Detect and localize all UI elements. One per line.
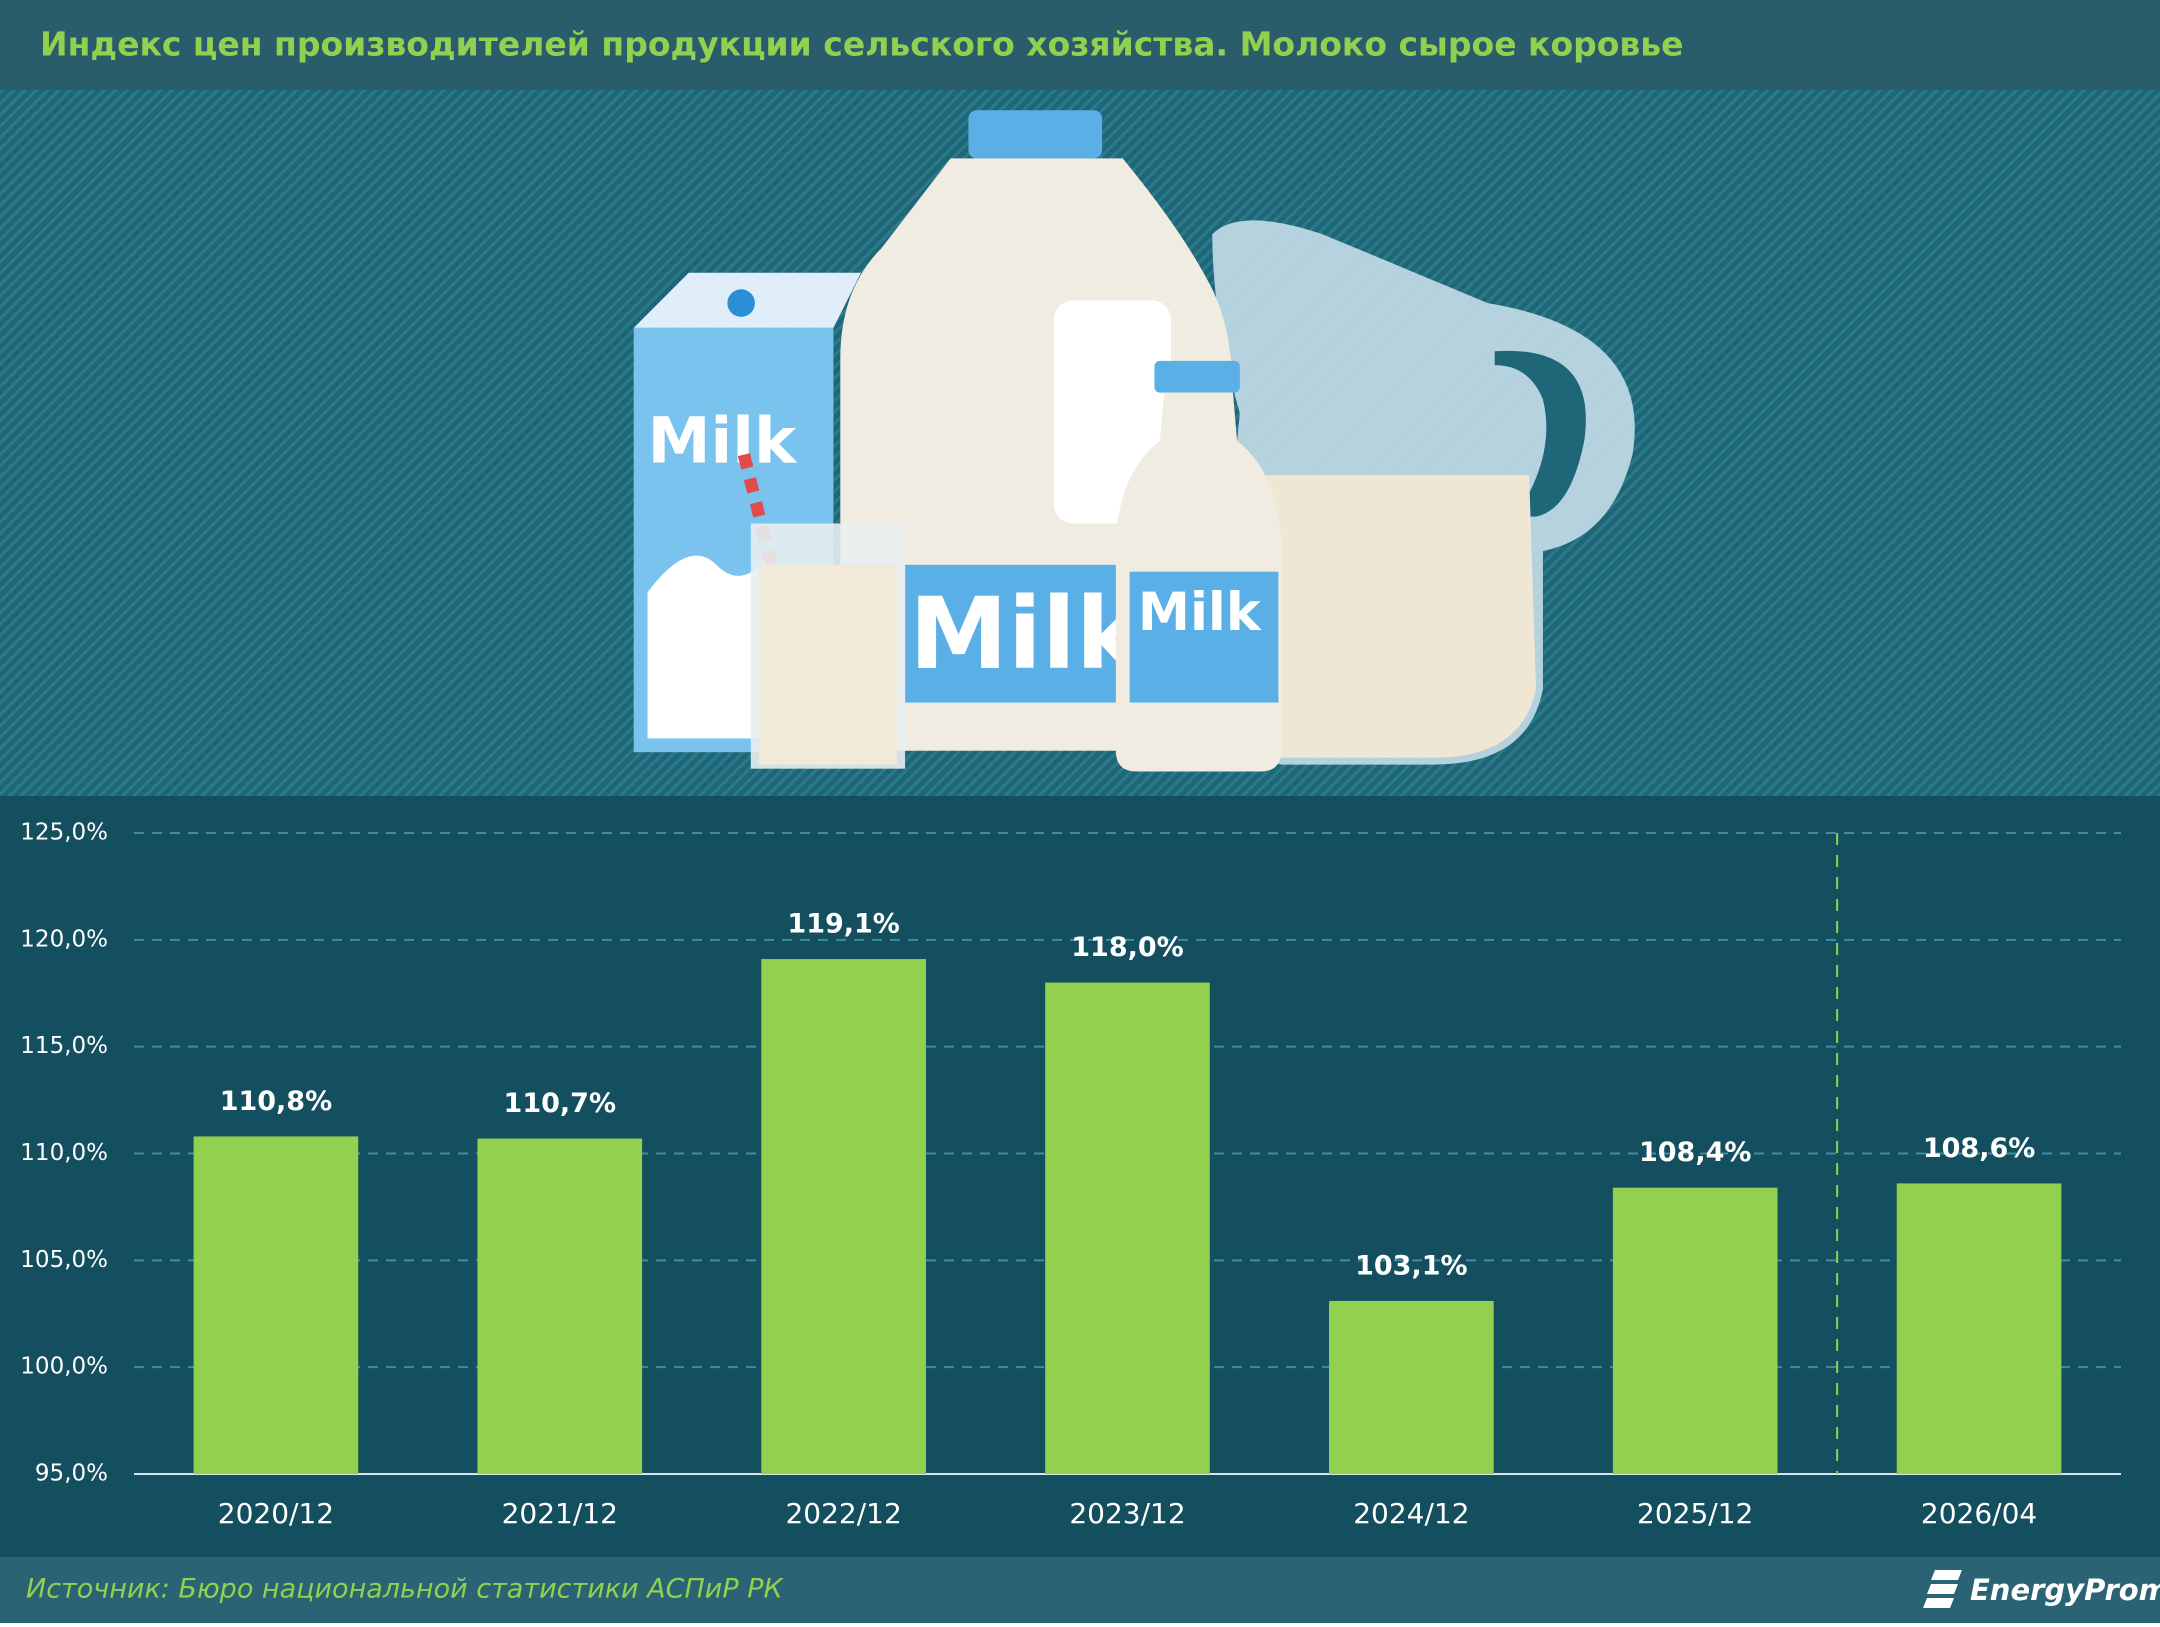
y-tick-label: 120,0%	[20, 926, 108, 952]
x-tick-label: 2022/12	[785, 1497, 901, 1530]
straw	[737, 453, 778, 567]
y-tick-label: 100,0%	[20, 1354, 108, 1380]
x-tick-label: 2026/04	[1921, 1497, 2037, 1530]
bar	[1612, 1187, 1778, 1474]
bar	[1329, 1300, 1494, 1474]
y-tick-label: 105,0%	[20, 1247, 108, 1273]
logo-icon	[1923, 1570, 1962, 1608]
x-tick-label: 2024/12	[1353, 1497, 1469, 1530]
x-tick-label: 2023/12	[1069, 1497, 1185, 1530]
x-tick-label: 2021/12	[502, 1497, 618, 1530]
bar	[1045, 982, 1210, 1474]
x-tick-label: 2020/12	[218, 1497, 334, 1530]
y-tick-label: 115,0%	[20, 1033, 108, 1059]
chart-title: Индекс цен производителей продукции сель…	[40, 25, 1684, 64]
bar	[1896, 1183, 2062, 1474]
data-label: 110,7%	[504, 1088, 616, 1119]
bar	[761, 959, 926, 1474]
brand-logo: EnergyProm	[1923, 1570, 2160, 1608]
bottle-cap	[1154, 360, 1240, 393]
data-label: 103,1%	[1355, 1250, 1467, 1281]
brand-name: EnergyProm	[1970, 1573, 2160, 1607]
y-tick-label: 95,0%	[35, 1461, 108, 1487]
footer-bar	[0, 1557, 2160, 1623]
data-label: 118,0%	[1071, 932, 1183, 963]
y-tick-label: 125,0%	[20, 820, 108, 846]
pitcher-handle-hole	[1494, 350, 1586, 517]
bottle-label-text: Milk	[1138, 582, 1262, 643]
carton-dot	[727, 289, 755, 317]
title-bar	[0, 0, 2160, 90]
bar	[477, 1138, 643, 1474]
data-label: 110,8%	[220, 1086, 332, 1117]
source-note: Источник: Бюро национальной статистики А…	[26, 1574, 785, 1605]
gallon-label	[905, 564, 1126, 703]
bar	[193, 1136, 359, 1474]
x-tick-label: 2025/12	[1637, 1497, 1753, 1530]
carton-label-text: Milk	[647, 404, 797, 478]
carton-wave	[647, 551, 772, 739]
glass-milk	[759, 564, 897, 765]
milk-illustration: Milk Milk Milk	[633, 110, 1635, 772]
gallon-label-text: Milk	[909, 577, 1144, 692]
gallon-cap	[968, 110, 1103, 159]
pitcher-milk	[1238, 475, 1537, 758]
data-label: 108,6%	[1923, 1133, 2035, 1164]
data-label: 119,1%	[787, 909, 899, 940]
data-label: 108,4%	[1639, 1137, 1751, 1168]
bottle-label	[1129, 571, 1279, 703]
y-tick-label: 110,0%	[20, 1140, 108, 1166]
